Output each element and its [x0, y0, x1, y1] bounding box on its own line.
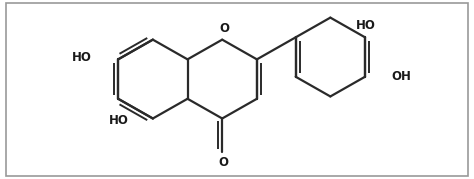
- Text: O: O: [218, 156, 228, 169]
- Text: O: O: [219, 21, 229, 35]
- Text: HO: HO: [356, 19, 376, 32]
- Bar: [6, 3, 468, 176]
- Text: OH: OH: [391, 70, 411, 83]
- Text: HO: HO: [73, 50, 92, 64]
- Text: HO: HO: [109, 114, 128, 127]
